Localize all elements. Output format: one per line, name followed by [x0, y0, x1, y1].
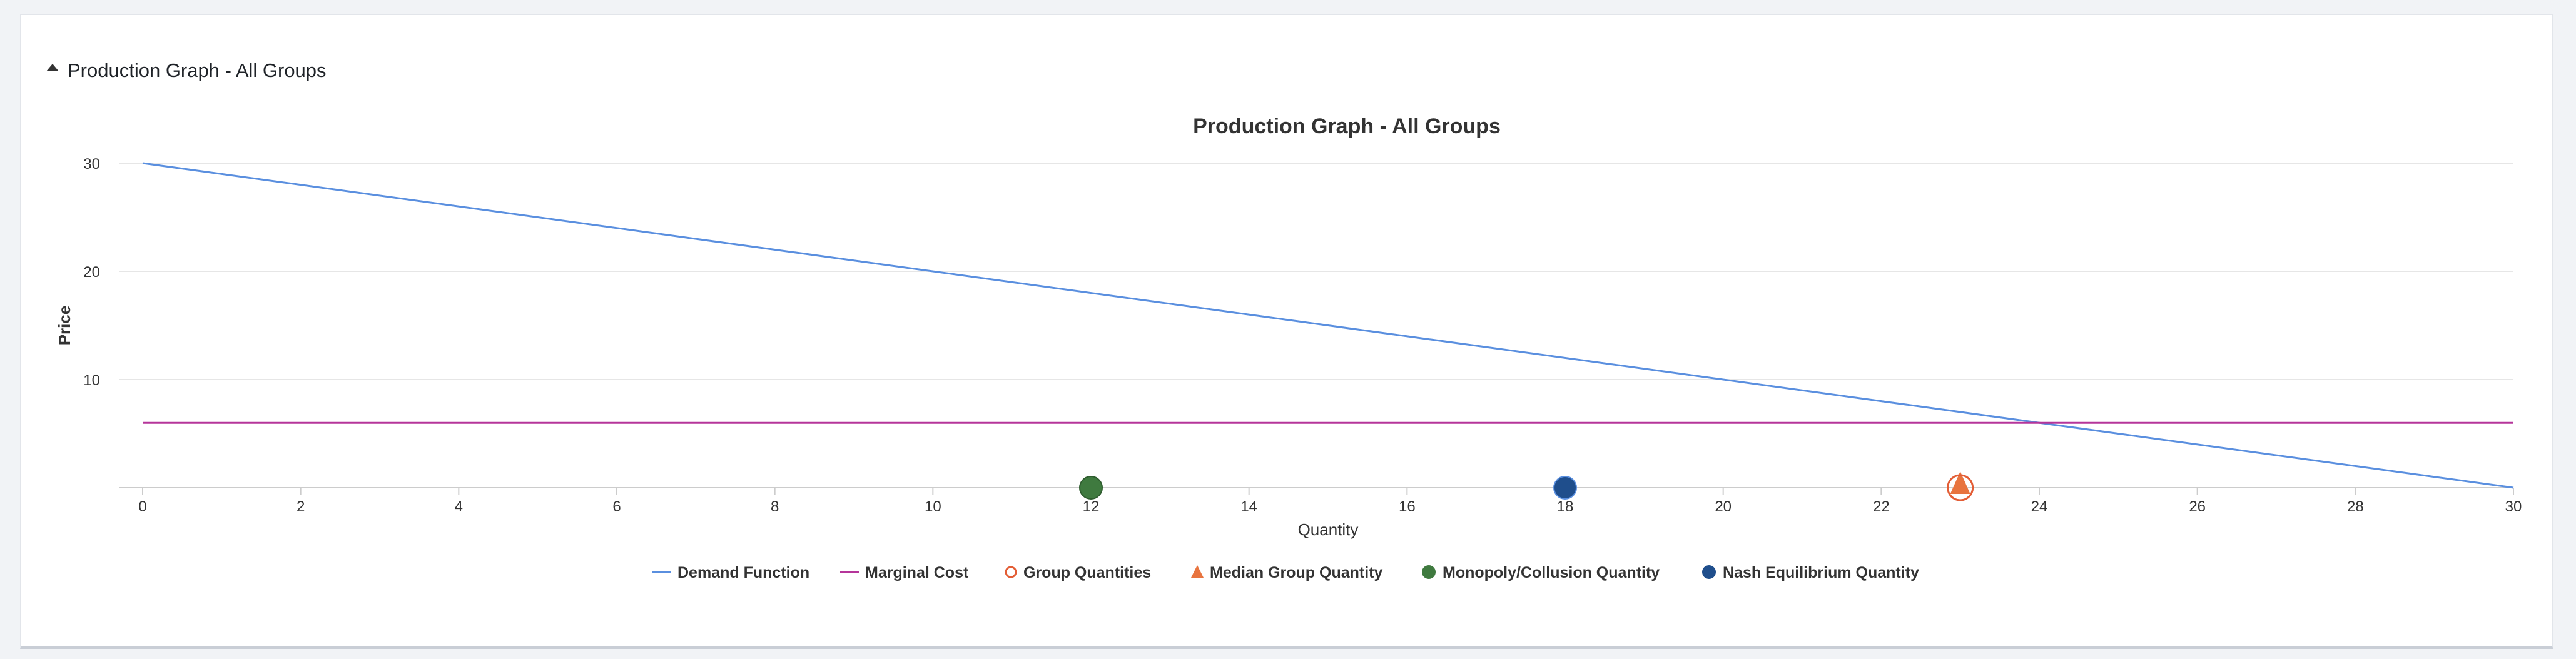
y-axis-label: Price [55, 306, 74, 346]
legend-item-median-group-quantity[interactable]: Median Group Quantity [1191, 564, 1382, 581]
monopoly-collusion-quantity-point [1079, 476, 1103, 500]
legend-label: Monopoly/Collusion Quantity [1443, 564, 1660, 581]
legend-label: Nash Equilibrium Quantity [1723, 564, 1919, 581]
nash-equilibrium-quantity-point [1553, 476, 1577, 500]
y-tick-label: 30 [83, 156, 100, 173]
demand-function-line [142, 162, 2514, 489]
x-tick-label: 12 [1083, 498, 1100, 515]
caret-up-icon [46, 64, 59, 71]
x-tick-label: 10 [925, 498, 941, 515]
legend-label: Marginal Cost [865, 564, 969, 581]
x-tick-label: 4 [455, 498, 463, 515]
legend-item-monopoly-collusion-quantity[interactable]: Monopoly/Collusion Quantity [1422, 564, 1660, 581]
legend-item-demand-function[interactable]: Demand Function [652, 564, 809, 581]
legend-item-group-quantities[interactable]: Group Quantities [1005, 564, 1151, 581]
legend-circle-symbol [1702, 565, 1716, 579]
x-tick-label: 2 [297, 498, 305, 515]
legend-triangle-symbol [1191, 565, 1204, 578]
x-tick-label: 18 [1557, 498, 1574, 515]
x-tick-label: 30 [2505, 498, 2522, 515]
x-tick-label: 14 [1240, 498, 1257, 515]
x-tick-label: 8 [771, 498, 779, 515]
y-tick-label: 10 [83, 372, 100, 389]
x-tick-label: 28 [2347, 498, 2364, 515]
x-tick-label: 6 [612, 498, 621, 515]
group-quantities-point [1947, 474, 1974, 501]
legend-label: Demand Function [677, 564, 809, 581]
legend-label: Group Quantities [1023, 564, 1151, 581]
legend-item-nash-equilibrium-quantity[interactable]: Nash Equilibrium Quantity [1702, 564, 1919, 581]
x-tick-label: 24 [2031, 498, 2048, 515]
panel-collapse-toggle[interactable]: Production Graph - All Groups [46, 44, 327, 98]
legend-item-marginal-cost[interactable]: Marginal Cost [840, 564, 969, 581]
x-axis-label: Quantity [1298, 520, 1359, 539]
chart-title: Production Graph - All Groups [1193, 114, 1501, 138]
x-tick-label: 22 [1873, 498, 1890, 515]
x-tick-label: 16 [1399, 498, 1416, 515]
legend-label: Median Group Quantity [1210, 564, 1382, 581]
legend-hollow-circle-symbol [1005, 566, 1017, 578]
median-group-quantity-point [1950, 471, 1970, 494]
y-tick-label: 20 [83, 264, 100, 281]
panel-title: Production Graph - All Groups [68, 59, 327, 81]
x-tick-label: 0 [138, 498, 146, 515]
x-tick-label: 20 [1715, 498, 1732, 515]
legend-circle-symbol [1422, 565, 1436, 579]
chart-panel: Production Graph - All Groups [20, 14, 2553, 649]
x-tick-label: 26 [2189, 498, 2206, 515]
